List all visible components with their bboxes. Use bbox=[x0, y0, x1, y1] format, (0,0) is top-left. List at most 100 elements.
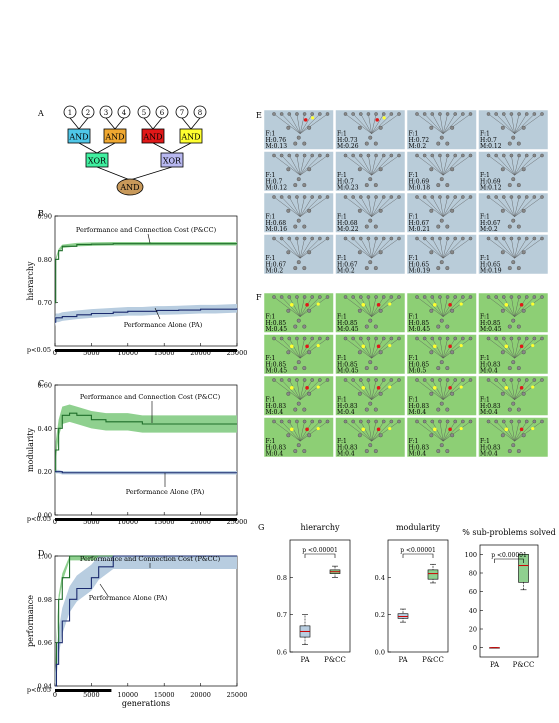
network-node bbox=[302, 419, 307, 424]
network-node bbox=[373, 366, 378, 371]
network-node bbox=[445, 449, 450, 454]
network-edge bbox=[514, 196, 520, 217]
annotation-arrow bbox=[147, 233, 151, 244]
grid-e-cell-text: M:0.2 bbox=[266, 268, 284, 275]
input-node-7 bbox=[175, 105, 189, 119]
network-node bbox=[295, 112, 299, 116]
network-node bbox=[439, 443, 444, 448]
network-node bbox=[293, 224, 298, 229]
network-node bbox=[438, 236, 442, 241]
grid-e-cell-text: M:0.18 bbox=[409, 185, 431, 192]
pvalue-label-B: p<0.05 bbox=[27, 346, 51, 354]
network-edge bbox=[273, 296, 301, 317]
network-edge bbox=[514, 196, 535, 217]
network-node bbox=[494, 195, 498, 199]
network-node bbox=[521, 167, 526, 172]
network-edge bbox=[495, 296, 515, 317]
network-node bbox=[368, 260, 373, 265]
network-edge bbox=[514, 379, 527, 400]
network-node bbox=[364, 224, 369, 229]
network-node bbox=[397, 112, 401, 116]
network-node bbox=[389, 295, 394, 299]
network-node bbox=[302, 141, 307, 146]
network-node bbox=[521, 391, 526, 396]
network-node bbox=[397, 153, 401, 158]
network-node bbox=[486, 295, 491, 299]
network-node bbox=[389, 195, 394, 199]
network-edge bbox=[299, 196, 320, 217]
grid-f-cell-text: H:0.83 bbox=[337, 403, 358, 410]
network-edge bbox=[281, 196, 301, 217]
x-tick-label: 25000 bbox=[227, 518, 248, 526]
network-node bbox=[445, 183, 450, 188]
network-node bbox=[439, 260, 444, 265]
series-line-B-2 bbox=[55, 308, 238, 323]
network-edge bbox=[371, 196, 384, 217]
node-highlight bbox=[303, 118, 308, 122]
network-node bbox=[307, 391, 312, 396]
network-edge bbox=[488, 379, 515, 400]
grid-f-cell-text: M:0.45 bbox=[480, 326, 502, 333]
network-edge bbox=[368, 421, 372, 442]
network-edge bbox=[432, 238, 444, 259]
grid-e-cell-text: F:1 bbox=[266, 214, 276, 221]
network-edge bbox=[439, 155, 444, 176]
network-node bbox=[450, 250, 455, 255]
grid-e-cell-8 bbox=[478, 151, 549, 192]
network-node bbox=[438, 419, 442, 424]
network-edge bbox=[514, 155, 535, 176]
network-node bbox=[436, 324, 441, 329]
grid-f-cell-text: H:0.83 bbox=[480, 444, 501, 451]
network-edge bbox=[371, 379, 392, 400]
grid-e-cell-text: F:1 bbox=[266, 131, 276, 138]
network-edge bbox=[514, 238, 535, 259]
grid-e-cell-3 bbox=[406, 109, 477, 150]
network-edge bbox=[368, 155, 372, 176]
network-node bbox=[318, 236, 322, 241]
grid-f-cell-text: H:0.83 bbox=[266, 444, 287, 451]
network-node bbox=[445, 195, 450, 199]
network-node bbox=[511, 318, 516, 323]
grid-f-cell-text: H:0.85 bbox=[337, 320, 358, 327]
network-edge bbox=[360, 155, 372, 176]
network-node bbox=[502, 236, 506, 241]
network-node bbox=[279, 419, 284, 424]
network-node bbox=[293, 449, 298, 454]
network-node bbox=[296, 177, 301, 182]
network-node bbox=[381, 236, 386, 241]
pvalue-label-C: p<0.05 bbox=[27, 515, 51, 523]
node-highlight bbox=[459, 302, 463, 306]
network-node bbox=[272, 378, 276, 382]
x-tick-label: 20000 bbox=[190, 518, 211, 526]
node-highlight bbox=[361, 427, 366, 432]
network-edge bbox=[368, 113, 372, 134]
node-highlight bbox=[504, 427, 509, 432]
network-edge bbox=[488, 155, 515, 176]
node-highlight bbox=[531, 385, 535, 389]
network-node bbox=[359, 378, 363, 382]
network-edge bbox=[371, 338, 392, 359]
network-edge bbox=[371, 113, 392, 134]
network-node bbox=[507, 141, 512, 146]
network-edge bbox=[424, 338, 444, 359]
grid-e-cell-text: M:0.13 bbox=[266, 143, 288, 150]
network-edge bbox=[439, 421, 444, 442]
network-node bbox=[351, 378, 355, 382]
grid-e-cell-text: M:0.23 bbox=[337, 185, 359, 192]
network-edge bbox=[289, 421, 301, 442]
network-edge bbox=[424, 113, 444, 134]
network-node bbox=[468, 153, 473, 158]
network-node bbox=[422, 236, 427, 241]
network-edge bbox=[503, 196, 515, 217]
network-node bbox=[430, 336, 435, 341]
y-tick-label: 80 bbox=[469, 570, 477, 578]
network-edge bbox=[439, 296, 444, 317]
network-node bbox=[502, 195, 506, 199]
node-highlight bbox=[316, 302, 320, 306]
network-node bbox=[364, 266, 369, 271]
network-node bbox=[302, 378, 307, 382]
network-node bbox=[540, 195, 544, 199]
network-edge bbox=[514, 379, 535, 400]
grid-f-cell-text: F:1 bbox=[266, 314, 276, 321]
network-node bbox=[511, 135, 516, 140]
